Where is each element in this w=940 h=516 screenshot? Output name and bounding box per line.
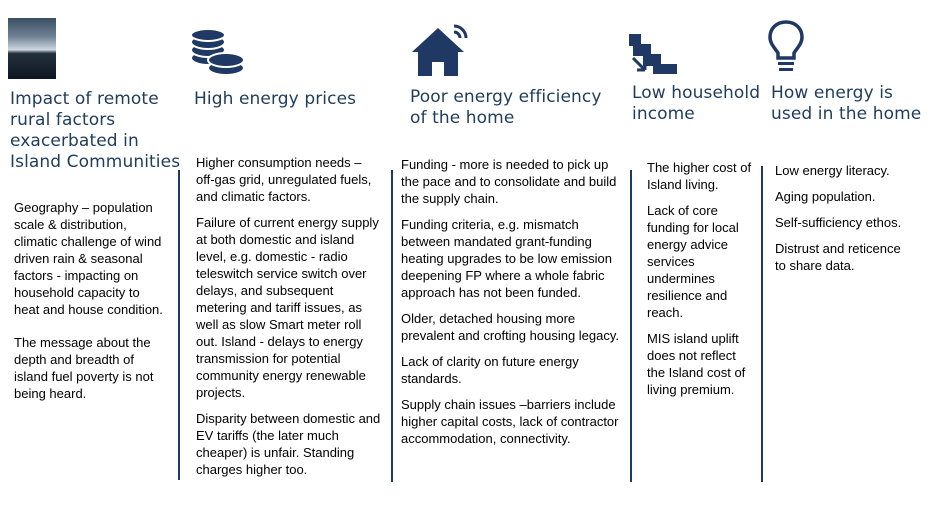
- column-heading-energy-prices: High energy prices: [194, 89, 357, 109]
- stairs-down-icon: [629, 34, 677, 74]
- column-body-energy-prices: Higher consumption needs – off-gas grid,…: [196, 154, 382, 487]
- column-body-energy-use: Low energy literacy. Aging population. S…: [775, 162, 915, 283]
- column-heading-energy-use: How energy is used in the home: [771, 83, 922, 124]
- column-heading-household-income: Low household income: [632, 83, 761, 124]
- paragraph: Lack of core funding for local energy ad…: [647, 203, 739, 320]
- column-body-energy-efficiency: Funding - more is needed to pick up the …: [401, 156, 629, 456]
- paragraph: MIS island uplift does not reflect the I…: [647, 331, 746, 397]
- column-divider: [391, 170, 393, 482]
- column-body-household-income: The higher cost of Island living. Lack o…: [647, 159, 757, 407]
- column-heading-remote-rural: Impact of remote rural factors exacerbat…: [10, 89, 181, 172]
- column-divider: [630, 170, 632, 482]
- column-divider: [178, 170, 180, 480]
- paragraph: Higher consumption needs – off-gas grid,…: [196, 155, 372, 204]
- column-heading-energy-efficiency: Poor energy efficiency of the home: [410, 87, 602, 128]
- lightbulb-icon: [768, 20, 804, 71]
- paragraph: Funding - more is needed to pick up the …: [401, 157, 617, 206]
- paragraph: Aging population.: [775, 189, 876, 204]
- column-body-remote-rural: Geography – population scale & distribut…: [14, 199, 166, 411]
- column-divider: [761, 166, 763, 482]
- paragraph: Disparity between domestic and EV tariff…: [196, 411, 381, 477]
- paragraph: Supply chain issues –barriers include hi…: [401, 397, 619, 446]
- paragraph: Self-sufficiency ethos.: [775, 215, 902, 230]
- paragraph: Older, detached housing more prevalent a…: [401, 311, 620, 343]
- paragraph: Distrust and reticence to share data.: [775, 241, 901, 273]
- paragraph: The higher cost of Island living.: [647, 160, 752, 192]
- smart-home-icon: [412, 24, 468, 76]
- paragraph: Geography – population scale & distribut…: [14, 200, 163, 317]
- paragraph: Funding criteria, e.g. mismatch between …: [401, 217, 613, 300]
- paragraph: Lack of clarity on future energy standar…: [401, 354, 579, 386]
- coins-icon: [190, 28, 245, 76]
- paragraph: The message about the depth and breadth …: [14, 335, 154, 401]
- paragraph: Low energy literacy.: [775, 163, 890, 178]
- paragraph: Failure of current energy supply at both…: [196, 215, 379, 400]
- landscape-photo: [8, 18, 56, 79]
